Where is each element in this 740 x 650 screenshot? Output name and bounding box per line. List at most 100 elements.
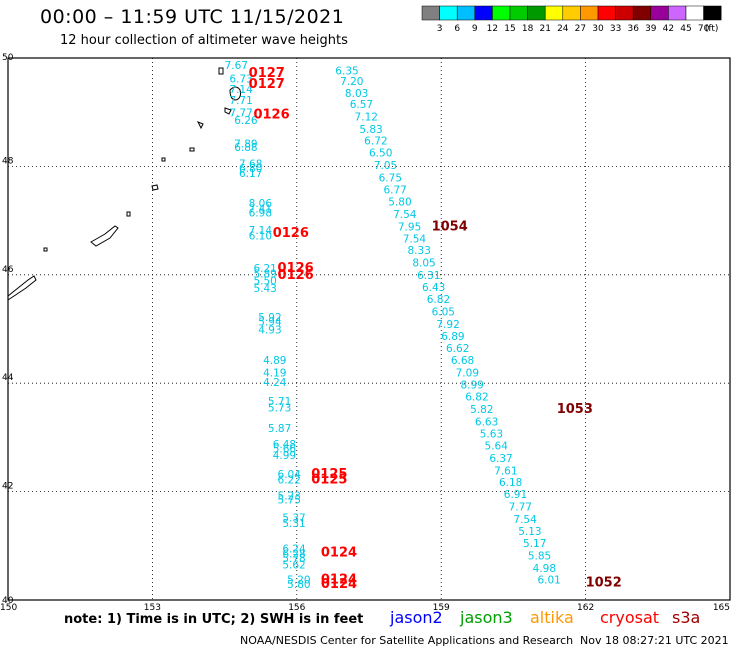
- wave-height-label: 6.01: [537, 575, 560, 587]
- wave-height-label: 6.77: [383, 185, 406, 197]
- wave-height-label: 8.05: [412, 258, 435, 270]
- y-tick-label: 40: [2, 596, 14, 606]
- wave-height-label: 6.10: [249, 231, 272, 243]
- island-shape: [189, 147, 195, 152]
- wave-height-label: 5.20: [287, 575, 310, 587]
- island-shape: [90, 225, 119, 247]
- x-tick-label: 162: [577, 603, 594, 613]
- x-axis-ticks: 150 153 156 159 162 165: [0, 603, 730, 613]
- wave-height-label: 4.98: [533, 563, 556, 575]
- colorbar-label: 33: [610, 24, 621, 34]
- coastline: [7, 67, 241, 301]
- wave-height-label: 6.50: [369, 148, 392, 160]
- wave-height-label: 6.63: [475, 416, 498, 428]
- wave-height-label: 5.17: [523, 538, 546, 550]
- colorbar-swatch: [509, 5, 528, 21]
- wave-height-label: 5.73: [268, 402, 291, 414]
- y-axis-ticks: 50 48 46 44 42 40: [2, 53, 14, 606]
- chart-subtitle: 12 hour collection of altimeter wave hei…: [60, 33, 348, 48]
- x-tick-label: 150: [0, 603, 17, 613]
- y-tick-label: 44: [2, 373, 14, 383]
- wave-height-label: 6.68: [451, 355, 474, 367]
- wave-height-label: 7.89: [234, 138, 257, 150]
- wave-height-label: 6.88: [234, 142, 257, 154]
- colorbar: 3 6 9 12 15 18 21 24 27 30 33 36 39 42 45 70(ft): [421, 5, 722, 34]
- colorbar-label: 21: [539, 24, 550, 34]
- colorbar-swatch: [492, 5, 511, 21]
- colorbar-swatch: [439, 5, 458, 21]
- wave-height-label: 4.24: [263, 377, 287, 389]
- wave-height-label: 5.80: [287, 579, 310, 591]
- colorbar-label: 15: [504, 24, 515, 34]
- data-labels: 7.676.737.147.717.776.267.896.887.686.80…: [225, 60, 622, 592]
- mission-altika: altika: [530, 608, 574, 627]
- wave-height-label: 5.80: [388, 196, 411, 208]
- wave-height-label: 5.31: [282, 518, 305, 530]
- wave-height-label: 4.93: [258, 324, 281, 336]
- wave-height-label: 6.73: [229, 73, 252, 85]
- y-tick-label: 46: [2, 265, 14, 275]
- island-shape: [229, 86, 241, 101]
- colorbar-label: 45: [680, 24, 691, 34]
- pass-time-label: 0124: [321, 546, 357, 561]
- wave-height-label: 5.13: [518, 526, 541, 538]
- wave-height-label: 5.63: [480, 428, 503, 440]
- wave-height-label: 4.19: [263, 368, 286, 380]
- pass-time-label: 0124: [321, 573, 357, 588]
- colorbar-label: 36: [627, 24, 639, 34]
- wave-height-label: 7.41: [249, 203, 272, 215]
- wave-height-label: 6.26: [234, 115, 258, 127]
- wave-height-label: 5.92: [258, 312, 281, 324]
- wave-height-label: 6.48: [273, 439, 296, 451]
- wave-height-label: 6.05: [432, 306, 455, 318]
- wave-height-label: 7.92: [436, 319, 459, 331]
- footer-note: note: 1) Time is in UTC; 2) SWH is in fe…: [64, 612, 364, 627]
- colorbar-swatch: [544, 5, 564, 21]
- pass-time-label: 0127: [249, 66, 285, 81]
- wave-height-label: 6.17: [239, 168, 262, 180]
- colorbar-swatch: [668, 5, 687, 21]
- wave-height-label: 5.71: [268, 396, 291, 408]
- x-tick-label: 156: [288, 603, 305, 613]
- wave-height-label: 6.43: [422, 282, 445, 294]
- mission-jason3: jason3: [460, 608, 513, 627]
- wave-height-label: 5.66: [273, 444, 297, 456]
- wave-height-label: 5.23: [278, 491, 301, 503]
- island-shape: [218, 67, 224, 75]
- wave-height-label: 6.75: [379, 173, 402, 185]
- wave-height-label: 6.57: [350, 99, 373, 111]
- island-shape: [196, 121, 204, 130]
- colorbar-swatch: [597, 5, 616, 21]
- wave-height-label: 7.54: [393, 209, 417, 221]
- colorbar-label: 42: [663, 24, 674, 34]
- wave-height-label: 7.14: [229, 84, 253, 96]
- wave-height-label: 7.77: [229, 108, 252, 120]
- wave-height-label: 7.14: [249, 225, 273, 237]
- wave-height-label: 4.99: [273, 450, 296, 462]
- colorbar-label: 39: [645, 24, 657, 34]
- pass-time-label: 0126: [253, 108, 289, 123]
- generated-timestamp: Nov 18 08:27:21 UTC 2021: [580, 634, 729, 647]
- wave-height-label: 8.99: [460, 380, 483, 392]
- colorbar-label: 12: [487, 24, 498, 34]
- colorbar-swatch: [650, 5, 669, 21]
- colorbar-swatch: [456, 5, 476, 21]
- wave-height-label: 7.61: [494, 465, 517, 477]
- island-shape: [224, 107, 232, 115]
- wave-height-label: 6.18: [499, 477, 522, 489]
- y-tick-label: 50: [2, 53, 14, 63]
- landmass-shape: [7, 275, 37, 301]
- pass-time-label: 1054: [432, 219, 468, 234]
- wave-height-label: 5.78: [282, 553, 305, 565]
- wave-height-label: 6.28: [282, 549, 305, 561]
- wave-height-label: 6.72: [364, 136, 387, 148]
- colorbar-swatch: [685, 5, 704, 21]
- colorbar-label: 70: [698, 24, 710, 34]
- wave-height-label: 6.89: [441, 331, 464, 343]
- wave-height-label: 6.31: [417, 270, 440, 282]
- wave-height-label: 6.35: [335, 65, 358, 77]
- wave-height-label: 5.37: [282, 512, 305, 524]
- colorbar-swatch: [703, 5, 722, 21]
- wave-height-label: 7.20: [340, 76, 363, 88]
